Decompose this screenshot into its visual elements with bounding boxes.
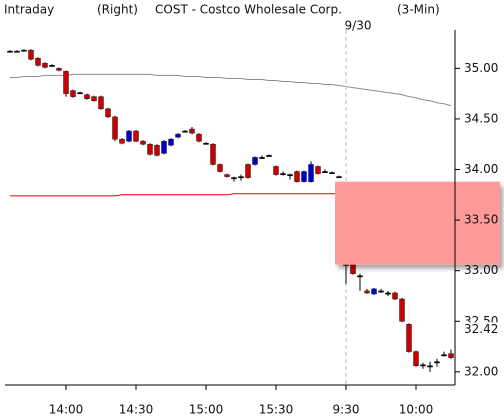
candle-body [427, 365, 433, 368]
candle-body [175, 133, 181, 138]
candle-body [231, 177, 237, 180]
candle-body [210, 143, 216, 165]
y-tick-label: 34.00 [464, 162, 498, 176]
x-tick-label: 14:30 [119, 403, 154, 417]
candle-body [315, 166, 321, 174]
x-tick-label: 15:00 [189, 403, 224, 417]
candle-body [448, 353, 454, 358]
candle-body [322, 171, 328, 173]
overlay-line [10, 73, 452, 107]
candle-body [140, 140, 146, 145]
candle-body [56, 68, 62, 71]
candle-body [301, 171, 307, 182]
candle-body [7, 50, 13, 53]
candle-body [182, 130, 188, 133]
candle-body [168, 138, 174, 146]
interval-label: (3-Min) [397, 3, 440, 17]
candle-body [294, 171, 300, 182]
last-price-bg [461, 322, 503, 337]
y-tick-label: 33.00 [464, 263, 498, 277]
candle-body [245, 164, 251, 178]
y-tick-label: 33.50 [464, 213, 498, 227]
x-tick-label: 10:00 [399, 403, 434, 417]
candle-body [399, 298, 405, 322]
candle-body [126, 130, 132, 142]
candle-body [203, 142, 209, 145]
candle-body [196, 133, 202, 142]
candle-body [84, 94, 90, 99]
candle-body [63, 71, 69, 94]
candle-body [98, 96, 104, 110]
chart-title: COST - Costco Wholesale Corp. [155, 3, 342, 17]
candle-body [329, 172, 335, 175]
y-tick-label: 32.00 [464, 364, 498, 378]
candle-body [357, 275, 363, 278]
candle-body [364, 290, 370, 294]
candle-body [413, 351, 419, 367]
candle-body [224, 174, 230, 177]
candle-body [378, 290, 384, 293]
y-tick-label: 35.00 [464, 61, 498, 75]
candle-body [280, 173, 286, 176]
candle-body [21, 49, 27, 52]
plot: 9/3032.0032.5033.0033.5034.0034.5035.003… [5, 19, 503, 417]
candle-body [273, 166, 279, 175]
last-price-label: 32.42 [464, 322, 498, 336]
candle-body [161, 140, 167, 154]
x-tick-label: 15:30 [259, 403, 294, 417]
candle-body [434, 361, 440, 364]
candle-body [133, 130, 139, 142]
x-tick-label: 9:30 [333, 403, 360, 417]
candle-body [406, 324, 412, 352]
candle-body [28, 49, 34, 60]
mode-label: Intraday [4, 3, 54, 17]
candle-body [252, 157, 258, 165]
candle-body [112, 116, 118, 140]
x-tick-label: 14:00 [49, 403, 84, 417]
candle-body [441, 354, 447, 357]
candle-body [287, 174, 293, 177]
candle-body [119, 138, 125, 144]
candle-body [70, 90, 76, 97]
candle-body [77, 92, 83, 95]
candle-body [42, 63, 48, 68]
date-label: 9/30 [345, 19, 372, 33]
candle-body [14, 50, 20, 53]
candle-body [105, 108, 111, 118]
gap-band [335, 181, 500, 265]
candle-body [49, 65, 55, 67]
candle-body [259, 157, 265, 159]
candle-body [189, 128, 195, 134]
candle-body [420, 364, 426, 367]
candle-body [308, 164, 314, 182]
candle-body [371, 288, 377, 295]
candle-body [238, 176, 244, 179]
candle-body [217, 164, 223, 172]
candle-body [266, 155, 272, 157]
y-tick-label: 34.50 [464, 111, 498, 125]
candle-body [385, 292, 391, 295]
candle-body [147, 143, 153, 155]
candle-body [392, 292, 398, 300]
candle-body [35, 57, 41, 66]
candle-body [336, 176, 342, 179]
candle-body [154, 144, 160, 156]
axis-side-label: (Right) [97, 3, 138, 17]
candle-body [91, 96, 97, 101]
